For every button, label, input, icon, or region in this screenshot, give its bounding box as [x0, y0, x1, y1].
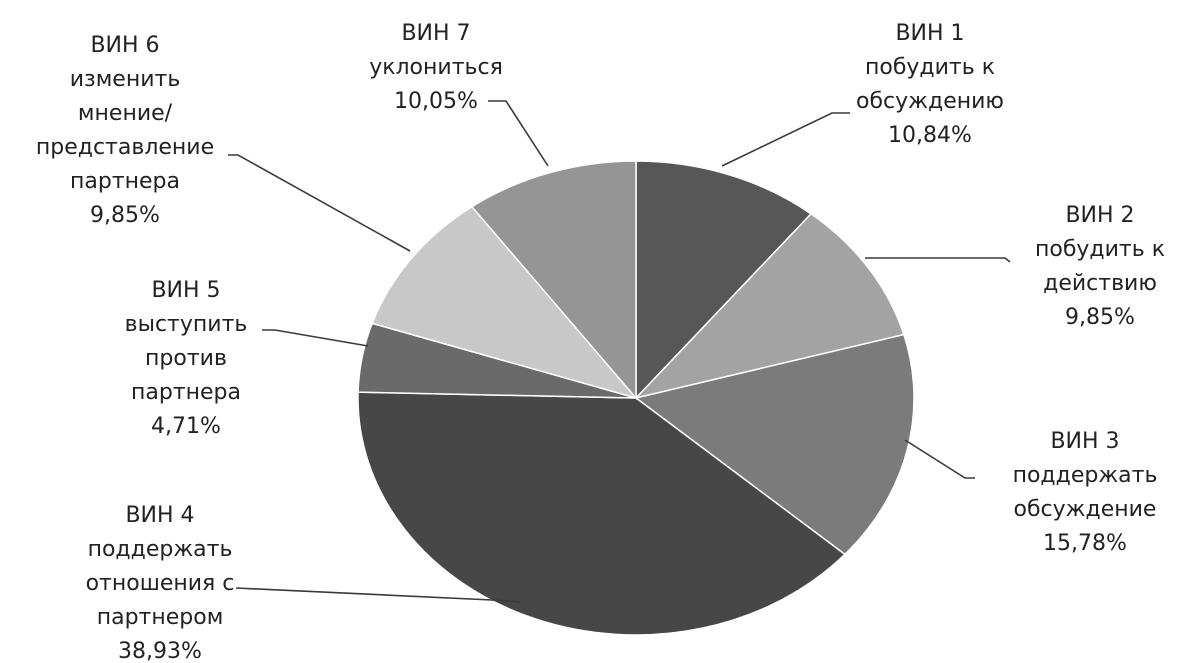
slice-label-line: отношения с: [86, 571, 235, 596]
slice-label-line: партнера: [131, 380, 241, 405]
slice-label-line: ВИН 2: [1065, 203, 1134, 228]
slice-label-line: ВИН 5: [151, 278, 220, 303]
leader-line-6: [228, 154, 411, 252]
slice-label-line: поддержать: [88, 537, 233, 562]
leader-lines: [228, 100, 1011, 603]
pie-slices: [357, 160, 915, 636]
slice-label-4: ВИН 4 поддержать отношения с партнером 38,93…: [86, 503, 235, 663]
pie-slice-7: [470, 160, 637, 401]
slice-label-line: действию: [1043, 271, 1157, 296]
pie-slice-1: [635, 160, 813, 400]
slice-label-line: представление: [36, 135, 214, 160]
slice-label-3: ВИН 3 поддержать обсуждение 15,78%: [1013, 429, 1158, 556]
slice-label-line: 38,93%: [118, 639, 202, 663]
slice-label-line: ВИН 7: [401, 21, 470, 46]
slice-label-line: партнером: [97, 605, 224, 630]
slice-label-line: обсуждению: [856, 89, 1004, 114]
leader-line-1: [721, 112, 850, 167]
slice-label-line: 9,85%: [90, 203, 160, 228]
slice-label-line: выступить: [125, 312, 248, 337]
slice-label-line: ВИН 3: [1050, 429, 1119, 454]
slice-label-line: изменить: [70, 67, 181, 92]
slice-label-6: ВИН 6 изменить мнение/представление партнер…: [36, 33, 214, 228]
slice-label-line: против: [145, 346, 227, 371]
slice-labels: ВИН 1 побудить к обсуждению 10,84% ВИН 2 побу…: [36, 21, 1165, 663]
slice-label-line: 4,71%: [151, 414, 221, 439]
slice-label-line: 9,85%: [1065, 305, 1135, 330]
leader-line-7: [488, 100, 549, 167]
pie-slice-3: [634, 333, 915, 556]
leader-line-4: [235, 587, 521, 603]
slice-label-7: ВИН 7 уклониться 10,05%: [369, 21, 503, 114]
slice-label-line: побудить к: [1035, 237, 1165, 262]
slice-label-1: ВИН 1 побудить к обсуждению 10,84%: [856, 21, 1004, 148]
slice-label-line: ВИН 1: [895, 21, 964, 46]
pie-slice-6: [371, 205, 639, 400]
slice-label-line: побудить к: [865, 55, 995, 80]
slice-label-line: 15,78%: [1043, 531, 1127, 556]
slice-label-2: ВИН 2 побудить к действию 9,85%: [1035, 203, 1165, 330]
slice-label-line: 10,05%: [394, 89, 478, 114]
leader-line-3: [904, 439, 975, 479]
pie-slice-4: [357, 391, 847, 636]
slice-label-line: ВИН 4: [125, 503, 194, 528]
slice-label-line: уклониться: [369, 55, 503, 80]
slice-label-line: 10,84%: [888, 123, 972, 148]
leader-line-2: [865, 257, 1011, 263]
slice-label-line: партнера: [70, 169, 180, 194]
slice-label-line: ВИН 6: [90, 33, 159, 58]
slice-label-5: ВИН 5 выступить против партнера 4,71%: [125, 278, 248, 439]
pie-slice-2: [633, 212, 905, 400]
leader-line-5: [262, 329, 369, 347]
slice-label-line: мнение/: [78, 101, 173, 126]
slice-label-line: обсуждение: [1014, 497, 1157, 522]
slice-label-line: поддержать: [1013, 463, 1158, 488]
